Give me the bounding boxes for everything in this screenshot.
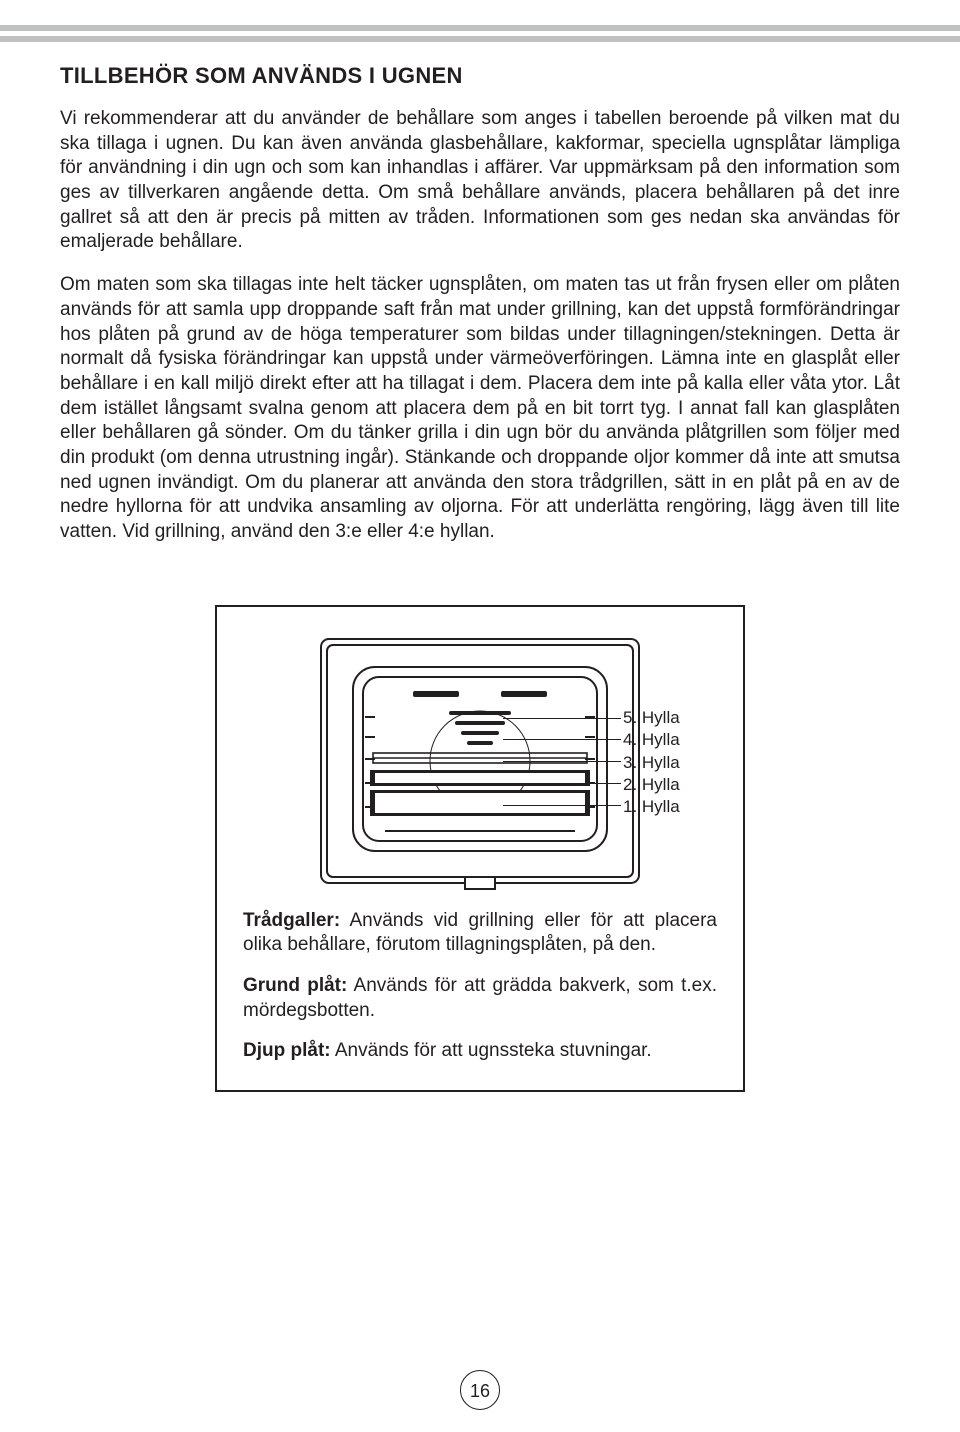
desc-term: Trådgaller: <box>243 910 340 931</box>
shelf-label: 1. Hylla <box>623 796 680 818</box>
section-heading: TILLBEHÖR SOM ANVÄNDS I UGNEN <box>60 63 900 89</box>
leader-line <box>503 739 621 740</box>
shelf-label: 4. Hylla <box>623 729 680 751</box>
shelf-labels: 5. Hylla 4. Hylla 3. Hylla 2. Hylla 1. H… <box>623 707 680 819</box>
accessory-description: Trådgaller: Används vid grillning eller … <box>243 909 717 958</box>
header-bars <box>0 0 960 42</box>
accessory-description: Djup plåt: Används för att ugnssteka stu… <box>243 1039 717 1064</box>
page-content: TILLBEHÖR SOM ANVÄNDS I UGNEN Vi rekomme… <box>0 47 960 1092</box>
leader-line <box>503 718 621 719</box>
desc-term: Grund plåt: <box>243 975 347 996</box>
bar <box>0 25 960 31</box>
leader-line <box>503 783 621 784</box>
shelf-label: 3. Hylla <box>623 752 680 774</box>
leader-line <box>503 805 621 806</box>
accessory-description: Grund plåt: Används för att grädda bakve… <box>243 974 717 1023</box>
shelf-label: 5. Hylla <box>623 707 680 729</box>
shelf-label: 2. Hylla <box>623 774 680 796</box>
bar <box>0 36 960 42</box>
oven-icon <box>315 633 645 893</box>
desc-term: Djup plåt: <box>243 1040 331 1061</box>
page-number-value: 16 <box>460 1370 500 1410</box>
paragraph: Vi rekommenderar att du använder de behå… <box>60 107 900 255</box>
desc-text: Används för att ugnssteka stuvningar. <box>331 1040 652 1061</box>
paragraph: Om maten som ska tillagas inte helt täck… <box>60 273 900 545</box>
oven-diagram: 5. Hylla 4. Hylla 3. Hylla 2. Hylla 1. H… <box>243 633 717 893</box>
figure-box: 5. Hylla 4. Hylla 3. Hylla 2. Hylla 1. H… <box>215 605 745 1092</box>
leader-line <box>503 761 621 762</box>
page-number: 16 <box>0 1370 960 1410</box>
